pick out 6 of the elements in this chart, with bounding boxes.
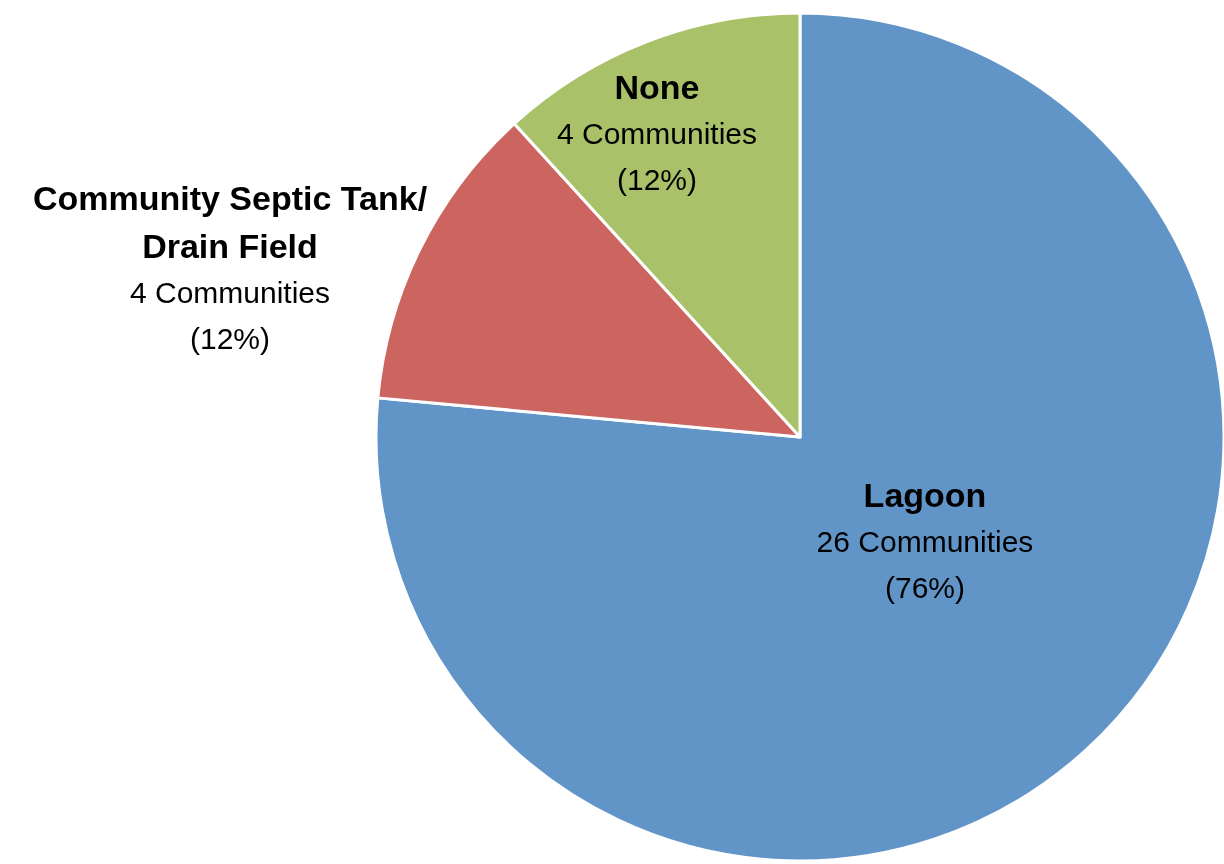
slice-label: Lagoon [863, 476, 987, 514]
data-label: 4 Communities (12%) [556, 116, 758, 196]
data-label: 4 Communities (12%) [129, 275, 331, 355]
data-label: 26 Communities (76%) [816, 524, 1034, 604]
slice-label: None [614, 68, 700, 106]
slice-label: Community Septic Tank/ Drain Field [32, 179, 428, 265]
